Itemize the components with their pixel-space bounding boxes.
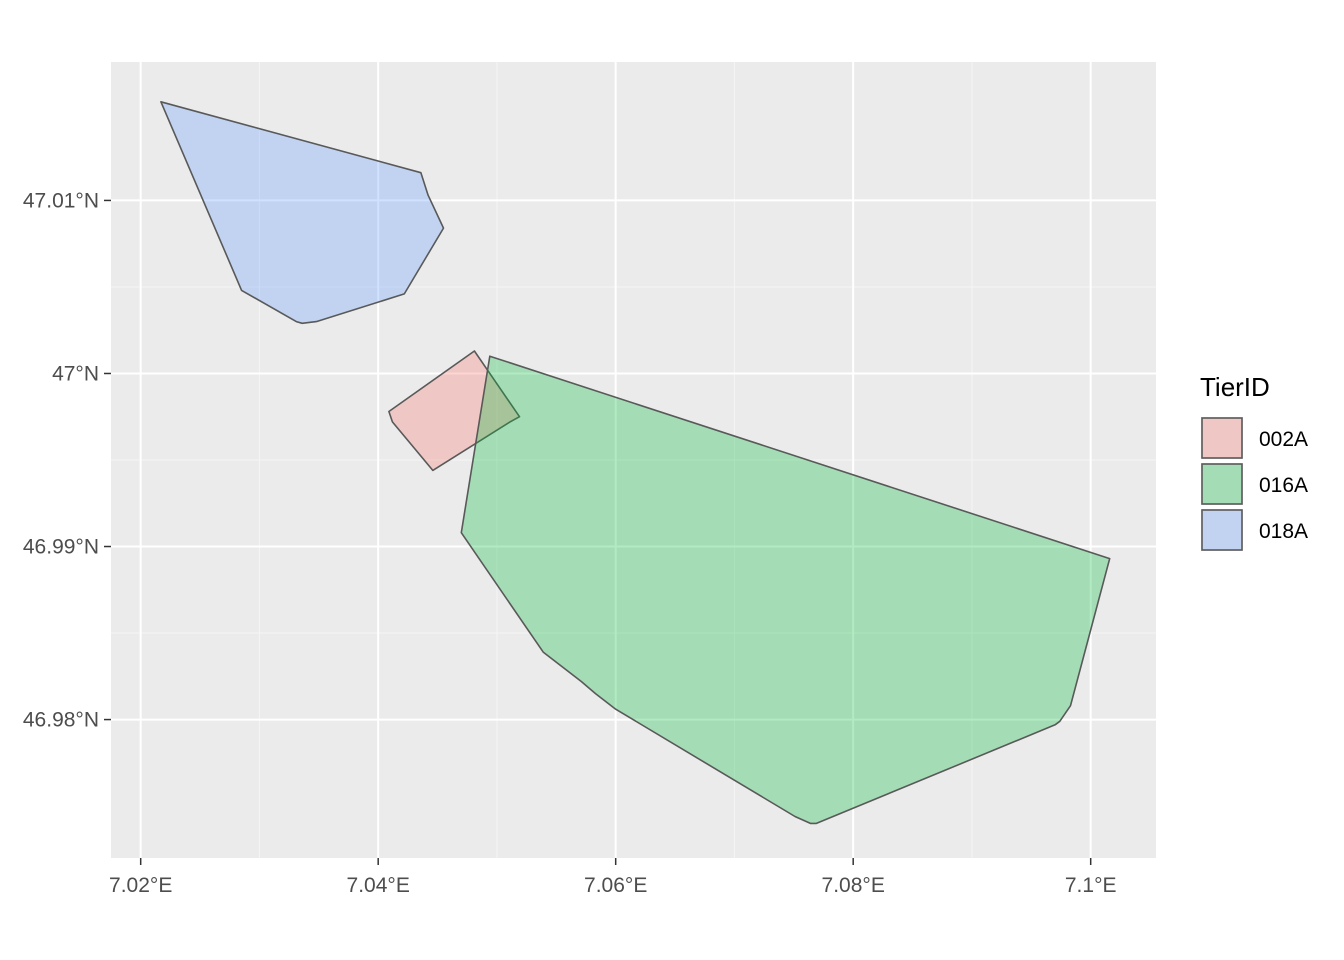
y-tick-label: 47.01°N <box>23 189 99 212</box>
polygon-layer <box>160 101 1111 825</box>
legend-key-background <box>1201 417 1243 459</box>
y-tick-label: 46.98°N <box>23 709 99 732</box>
axis-ticks <box>104 199 1092 865</box>
x-tick-label: 7.06°E <box>584 874 647 897</box>
legend-key-016A <box>1201 463 1243 505</box>
x-tick-label: 7.08°E <box>822 874 885 897</box>
legend-key-002A <box>1201 417 1243 459</box>
y-axis-tick-labels: 47.01°N 47°N 46.99°N 46.98°N <box>23 189 99 731</box>
legend-label-018A: 018A <box>1259 520 1308 543</box>
x-tick-label: 7.02°E <box>109 874 172 897</box>
x-axis-tick-labels: 7.02°E 7.04°E 7.06°E 7.08°E 7.1°E <box>109 874 1116 897</box>
legend-key-background <box>1201 463 1243 505</box>
legend-label-002A: 002A <box>1259 428 1308 451</box>
polygon-018A <box>160 101 445 325</box>
gridlines <box>111 62 1156 858</box>
legend-title: TierID <box>1200 372 1270 402</box>
legend: TierID 002A 016A 018A <box>1200 372 1308 551</box>
y-tick-label: 46.99°N <box>23 536 99 559</box>
legend-label-016A: 016A <box>1259 474 1308 497</box>
polygon-002A <box>388 350 521 472</box>
legend-keys: 002A 016A 018A <box>1201 417 1308 551</box>
x-tick-label: 7.04°E <box>347 874 410 897</box>
legend-key-018A <box>1201 509 1243 551</box>
polygon-016A <box>460 355 1111 825</box>
x-tick-label: 7.1°E <box>1065 874 1117 897</box>
legend-key-background <box>1201 509 1243 551</box>
y-tick-label: 47°N <box>52 362 99 385</box>
